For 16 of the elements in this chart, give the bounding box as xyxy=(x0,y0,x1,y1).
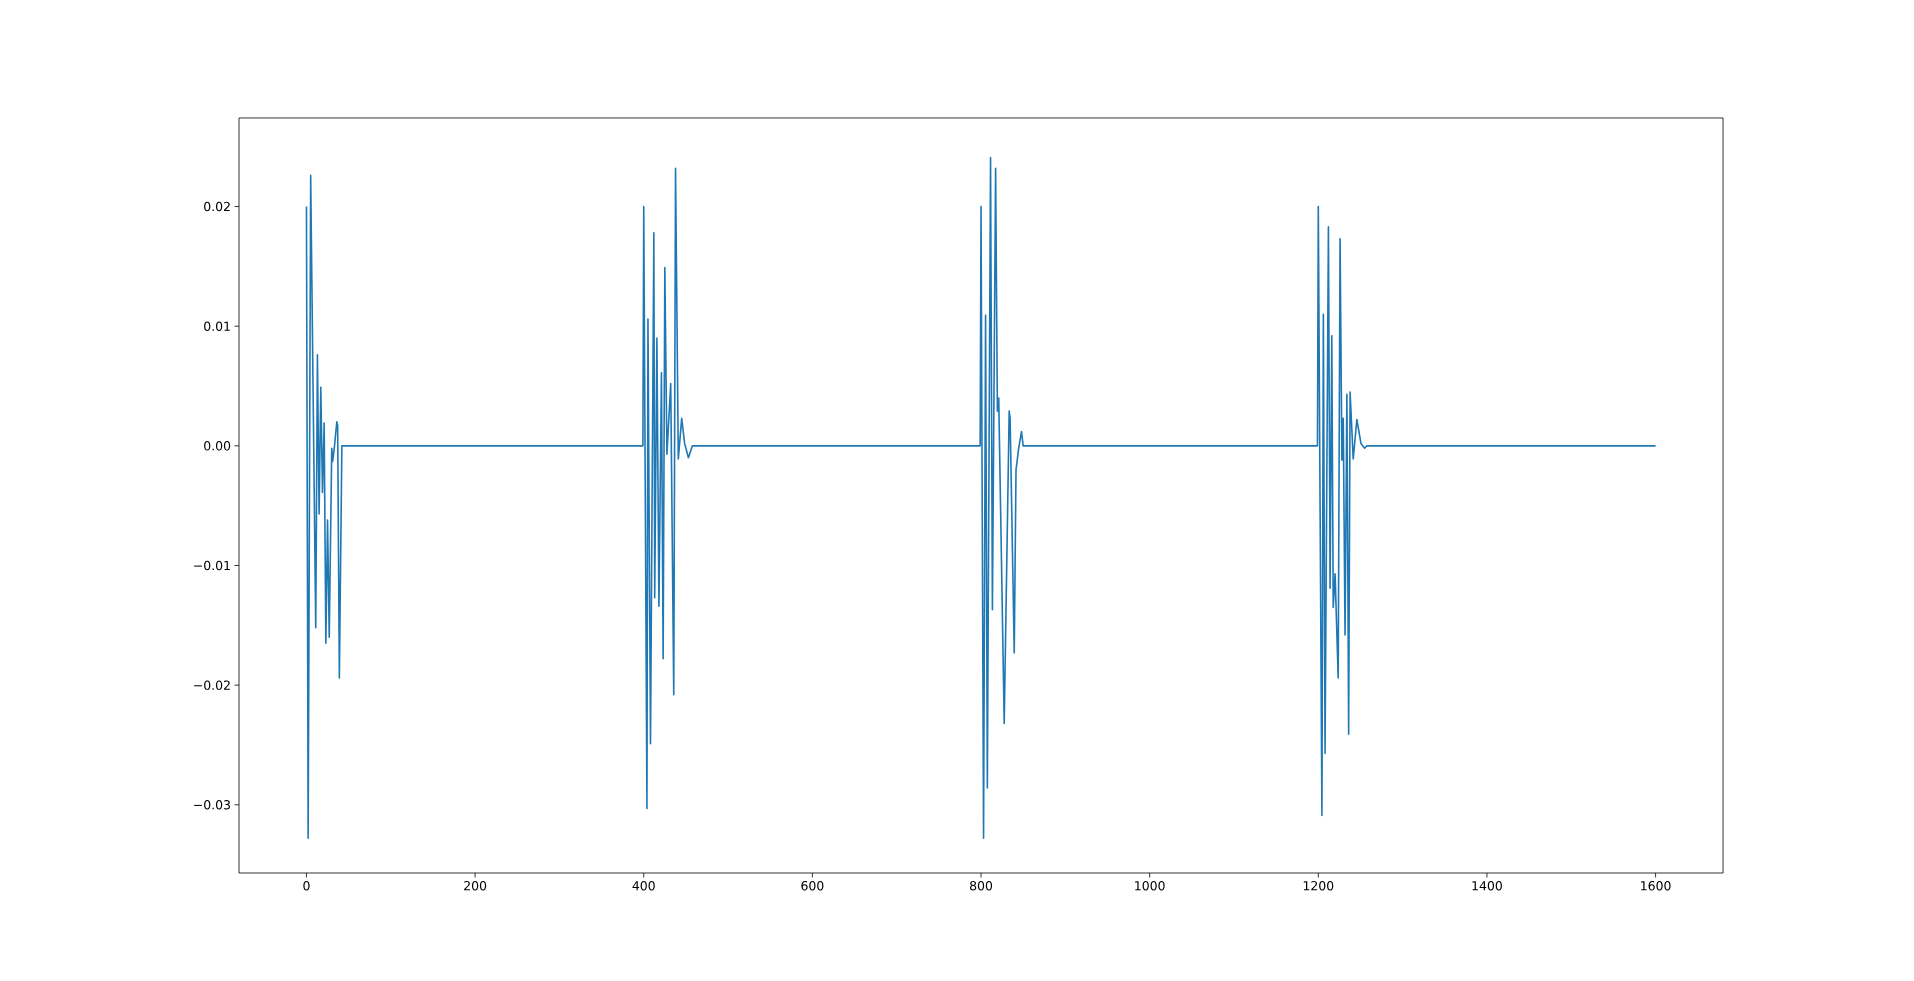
x-tick-label: 200 xyxy=(464,881,487,891)
y-tick-label: 0.00 xyxy=(204,441,231,451)
y-tick-label: −0.03 xyxy=(194,800,230,810)
x-tick-label: 1000 xyxy=(1135,881,1165,891)
x-tick-label: 1600 xyxy=(1641,881,1671,891)
x-tick-label: 600 xyxy=(801,881,824,891)
x-tick-label: 1200 xyxy=(1303,881,1334,891)
y-tick-label: −0.02 xyxy=(194,680,230,690)
x-tick-label: 800 xyxy=(969,881,993,891)
x-tick-label: 1400 xyxy=(1472,881,1502,891)
x-tick-label: 0 xyxy=(303,881,310,891)
y-tick-label: −0.01 xyxy=(194,560,230,571)
line-series xyxy=(305,156,1657,840)
y-tick-label: 0.02 xyxy=(204,201,230,212)
x-tick-label: 400 xyxy=(632,881,655,891)
y-tick-label: 0.01 xyxy=(204,321,230,331)
